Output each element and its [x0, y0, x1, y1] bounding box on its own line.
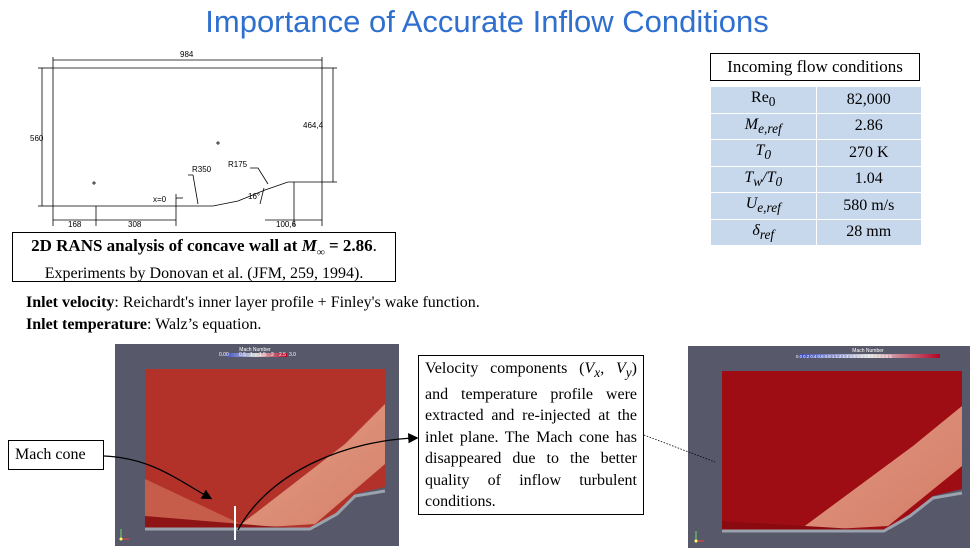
- cell-symbol: T0: [710, 139, 817, 167]
- cell-symbol: Me,ref: [710, 112, 817, 140]
- boundary-layer: [145, 516, 320, 529]
- colorbar-title: Mach Number: [239, 347, 271, 353]
- dim-308: 308: [128, 220, 142, 228]
- label-angle: 16°: [248, 192, 260, 201]
- dim-168: 168: [68, 220, 82, 228]
- boundary-layer: [722, 521, 893, 531]
- table-row: Re0 82,000: [710, 86, 922, 114]
- colorbar-ticks: 0.0 0.2 0.4 0.6 0.8 1 1.2 1.4 1.6 1.8 2 …: [796, 354, 892, 359]
- cell-symbol: Tw/T0: [710, 165, 817, 193]
- cell-symbol: δref: [710, 218, 817, 246]
- dim-984: 984: [180, 50, 194, 59]
- dim-100: 100,6: [276, 220, 297, 228]
- table-row: T0 270 K: [710, 139, 922, 167]
- colorbar-title: Mach Number: [852, 348, 884, 354]
- table-row: Tw/T0 1.04: [710, 165, 922, 193]
- mach-cone-label: Mach cone: [8, 440, 104, 470]
- table-row: δref 28 mm: [710, 218, 922, 246]
- colorbar-tick: 1.5: [259, 352, 266, 358]
- cell-value: 82,000: [815, 86, 922, 114]
- colorbar-tick: 1: [250, 352, 253, 358]
- colorbar: [800, 354, 940, 358]
- flow-conditions-table: Re0 82,000 Me,ref 2.86 T0 270 K Tw/T0 1.…: [710, 86, 922, 246]
- slide-title: Importance of Accurate Inflow Conditions: [205, 4, 769, 39]
- domain-outline: [52, 67, 323, 207]
- axes-triad: [119, 529, 129, 541]
- colorbar-tick: 0.00: [219, 352, 229, 358]
- cell-symbol: Ue,ref: [710, 192, 817, 220]
- inlet-velocity-text: Inlet velocity: Reichardt's inner layer …: [26, 294, 480, 311]
- cell-value: 580 m/s: [815, 192, 922, 220]
- simulation-right: Mach Number 0.0 0.2 0.4 0.6 0.8 1 1.2 1.…: [688, 346, 970, 548]
- table-row: Me,ref 2.86: [710, 112, 922, 140]
- cell-value: 1.04: [815, 165, 922, 193]
- colorbar-tick: 2.5: [279, 352, 286, 358]
- axes-triad: [694, 531, 704, 543]
- analysis-caption: 2D RANS analysis of concave wall at M∞ =…: [12, 232, 396, 282]
- cell-value: 2.86: [815, 112, 922, 140]
- shock-region: [798, 406, 962, 531]
- dim-464: 464,4: [303, 121, 324, 130]
- colorbar-tick: 3.0: [289, 352, 296, 358]
- label-x0: x=0: [153, 195, 167, 204]
- simulation-left: Mach Number 0.00 0.5 1 1.5 2 2.5 3.0: [115, 344, 399, 546]
- dim-560: 560: [30, 134, 44, 143]
- cell-value: 28 mm: [815, 218, 922, 246]
- wall: [722, 491, 963, 533]
- colorbar: [225, 353, 287, 357]
- inlet-temperature-text: Inlet temperature: Walz’s equation.: [26, 316, 262, 333]
- caption-line-2: Experiments by Donovan et al. (JFM, 259,…: [44, 265, 364, 283]
- cell-value: 270 K: [815, 139, 922, 167]
- cell-symbol: Re0: [710, 86, 817, 114]
- colorbar-tick: 2: [271, 352, 274, 358]
- label-r350: R350: [192, 165, 212, 174]
- table-row: Ue,ref 580 m/s: [710, 192, 922, 220]
- caption-line-1: 2D RANS analysis of concave wall at M∞ =…: [31, 236, 377, 259]
- colorbar-tick: 0.5: [239, 352, 246, 358]
- table-header: Incoming flow conditions: [710, 53, 920, 81]
- geometry-drawing: 984 560 464,4 168 308 100,6 R350 R175 x=…: [30, 50, 337, 228]
- inflow-description: Velocity components (Vx, Vy) and tempera…: [418, 355, 644, 515]
- label-r175: R175: [228, 160, 248, 169]
